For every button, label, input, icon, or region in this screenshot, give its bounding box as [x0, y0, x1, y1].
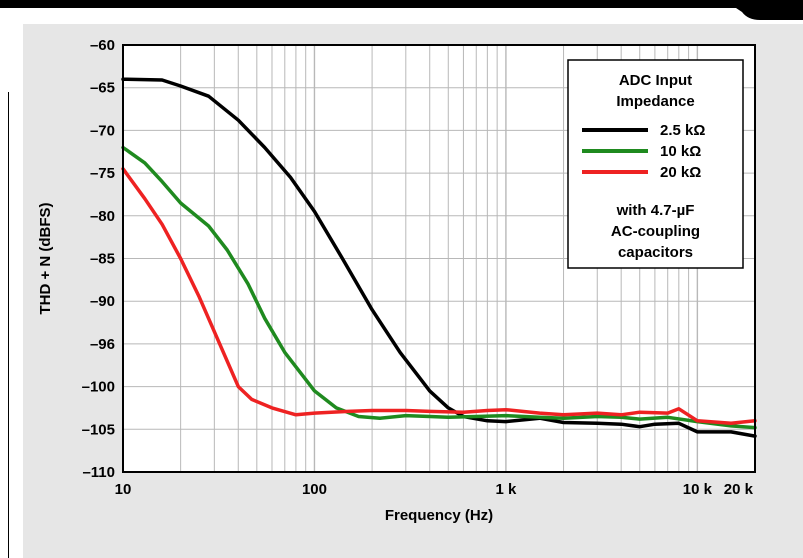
left-margin-rule	[8, 92, 9, 558]
y-tick-label: –65	[90, 80, 115, 97]
x-tick-label: 10	[115, 481, 132, 498]
top-banner	[0, 0, 803, 20]
legend-note-line-1: with 4.7-µF	[616, 202, 695, 219]
series-lines	[121, 77, 757, 438]
chart-panel: –60 –65 –70 –75 –80 –85 –90 –96 –100 –105 –110 10 10…	[23, 24, 803, 558]
legend-note-line-3: capacitors	[618, 244, 693, 261]
legend-label-1: 10 kΩ	[660, 143, 701, 160]
x-tick-label: 20 k	[724, 481, 754, 498]
y-tick-label: –100	[82, 379, 115, 396]
y-tick-label: –90	[90, 293, 115, 310]
y-tick-label: –85	[90, 251, 115, 268]
y-tick-label: –96	[90, 336, 115, 353]
legend-note-line-2: AC-coupling	[611, 223, 700, 240]
x-tick-label: 10 k	[683, 481, 713, 498]
y-tick-label: –75	[90, 165, 115, 182]
y-tick-label: –80	[90, 208, 115, 225]
legend: ADC Input Impedance 2.5 kΩ 10 kΩ 20 kΩ wit…	[567, 59, 744, 269]
x-tick-label: 100	[302, 481, 327, 498]
x-axis-title: Frequency (Hz)	[385, 507, 493, 524]
x-tick-label: 1 k	[495, 481, 517, 498]
legend-label-2: 20 kΩ	[660, 164, 701, 181]
legend-label-0: 2.5 kΩ	[660, 122, 705, 139]
y-tick-label: –70	[90, 122, 115, 139]
series-line-1	[121, 145, 757, 430]
y-axis-title: THD + N (dBFS)	[37, 202, 54, 314]
legend-title-line-1: ADC Input	[619, 72, 692, 89]
y-tick-label: –105	[82, 421, 115, 438]
legend-box	[567, 59, 744, 269]
y-tick-label: –110	[82, 464, 115, 481]
series-line-2	[121, 167, 757, 426]
y-tick-label: –60	[90, 37, 115, 54]
legend-title-line-2: Impedance	[616, 93, 694, 110]
plot-frame	[122, 44, 756, 473]
